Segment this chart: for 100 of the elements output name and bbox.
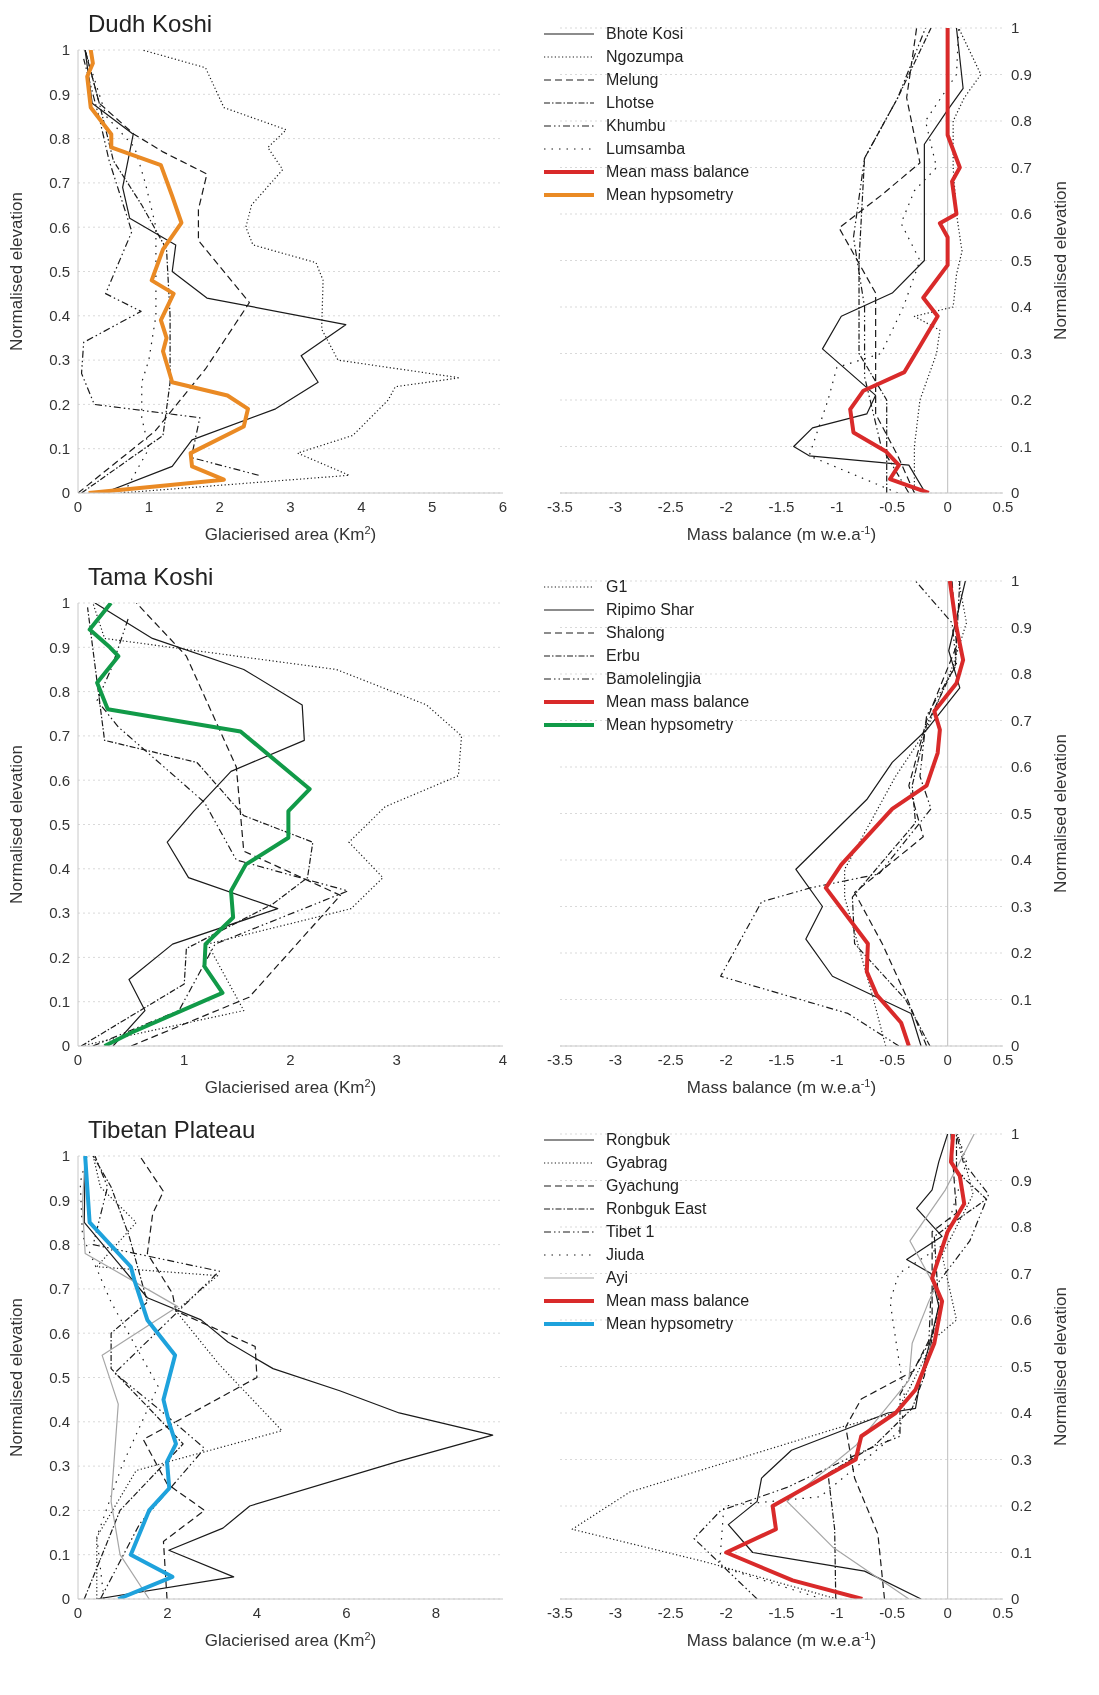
text: Mean hypsometry bbox=[606, 715, 734, 733]
legend-label: Khumbu bbox=[606, 116, 666, 135]
y2-axis-title: Normalised elevation bbox=[1051, 734, 1070, 893]
y-tick-label: 0.5 bbox=[49, 1368, 70, 1386]
y-tick-label: 0.3 bbox=[49, 351, 70, 369]
y-tick-label: 1 bbox=[61, 1147, 70, 1165]
y-tick-label: 0.8 bbox=[49, 129, 70, 147]
x-tick-label: 4 bbox=[252, 1603, 262, 1621]
x-tick-label: 4 bbox=[357, 497, 366, 515]
x-tick-label: 2 bbox=[163, 1603, 172, 1621]
y-tick-label: 0.7 bbox=[49, 174, 70, 192]
x-axis-title: Glacierised area (Km$^{2}$) bbox=[204, 1077, 377, 1097]
y2-tick-label: 0.5 bbox=[1011, 804, 1032, 822]
y-tick-label: 0.2 bbox=[49, 948, 70, 966]
y-tick-label: 0.8 bbox=[49, 1235, 70, 1253]
y-tick-label: 0.4 bbox=[49, 307, 70, 325]
y2-tick-label: 0.6 bbox=[1011, 205, 1032, 223]
x-tick-label: -1.5 bbox=[768, 497, 795, 515]
x-tick-label: -2 bbox=[719, 497, 733, 515]
y2-tick-label: 0.6 bbox=[1011, 758, 1032, 776]
legend-label: Ripimo Shar bbox=[606, 600, 695, 619]
x-tick-label: 0 bbox=[943, 497, 952, 515]
x-tick-label: 3 bbox=[392, 1050, 401, 1068]
x-tick-label: -1 bbox=[830, 497, 844, 515]
y2-tick-label: 0 bbox=[1011, 1590, 1020, 1608]
y2-tick-label: 0.4 bbox=[1011, 1404, 1032, 1422]
y-tick-label: 0 bbox=[61, 1037, 70, 1055]
y2-tick-label: 0.2 bbox=[1011, 1497, 1032, 1515]
x-tick-label: -3 bbox=[608, 1603, 623, 1621]
y-tick-label: 0.9 bbox=[49, 1191, 70, 1209]
legend-label: Erbu bbox=[606, 646, 640, 665]
x-tick-label: -1.5 bbox=[768, 1603, 795, 1621]
y2-tick-label: 0.4 bbox=[1011, 851, 1032, 869]
legend-label: Tibet 1 bbox=[606, 1222, 655, 1241]
y2-tick-label: 0.8 bbox=[1011, 1218, 1032, 1236]
y2-tick-label: 0.4 bbox=[1011, 298, 1032, 316]
y2-tick-label: 0.3 bbox=[1011, 1450, 1032, 1468]
y-tick-label: 0.9 bbox=[49, 85, 70, 103]
y2-tick-label: 0.2 bbox=[1011, 391, 1032, 409]
x-tick-label: 0.5 bbox=[992, 497, 1014, 515]
y-tick-label: 0.3 bbox=[49, 1457, 70, 1475]
y-tick-label: 1 bbox=[61, 594, 70, 612]
y2-tick-label: 0.3 bbox=[1011, 897, 1032, 915]
x-tick-label: -1 bbox=[830, 1603, 844, 1621]
y2-tick-label: 1 bbox=[1011, 1125, 1020, 1143]
x-tick-label: -0.5 bbox=[879, 1050, 906, 1068]
x-tick-label: 2 bbox=[286, 1050, 295, 1068]
legend-label: Shalong bbox=[606, 623, 665, 642]
x-tick-label: -3.5 bbox=[547, 497, 573, 515]
y2-tick-label: 0.7 bbox=[1011, 1264, 1032, 1282]
x-tick-label: -1.5 bbox=[768, 1050, 795, 1068]
y2-tick-label: 0 bbox=[1011, 484, 1020, 502]
x-tick-label: -2.5 bbox=[657, 497, 684, 515]
x-tick-label: 8 bbox=[431, 1603, 441, 1621]
y2-tick-label: 0.9 bbox=[1011, 618, 1032, 636]
x-tick-label: -0.5 bbox=[879, 1603, 906, 1621]
y2-tick-label: 0.8 bbox=[1011, 665, 1032, 683]
y-tick-label: 0.5 bbox=[49, 815, 70, 833]
x-tick-label: 2 bbox=[215, 497, 224, 515]
y2-tick-label: 0.9 bbox=[1011, 1171, 1032, 1189]
x-tick-label: -0.5 bbox=[879, 497, 906, 515]
y-tick-label: 0.8 bbox=[49, 682, 70, 700]
y-tick-label: 0.6 bbox=[49, 1324, 70, 1342]
x-tick-label: 0.5 bbox=[992, 1050, 1014, 1068]
x-tick-label: 0 bbox=[73, 1603, 83, 1621]
y2-tick-label: 0.8 bbox=[1011, 112, 1032, 130]
legend-label: Ronbguk East bbox=[606, 1199, 707, 1218]
y2-tick-label: 0.1 bbox=[1011, 990, 1032, 1008]
legend-label: Rongbuk bbox=[606, 1130, 671, 1149]
x-tick-label: -2 bbox=[719, 1050, 733, 1068]
x-tick-label: -2 bbox=[719, 1603, 733, 1621]
y-tick-label: 0.1 bbox=[49, 1546, 70, 1564]
y2-tick-label: 0.3 bbox=[1011, 344, 1032, 362]
y2-tick-label: 1 bbox=[1011, 19, 1020, 37]
y2-tick-label: 0 bbox=[1011, 1037, 1020, 1055]
y2-tick-label: 0.5 bbox=[1011, 1357, 1032, 1375]
x-tick-label: 3 bbox=[286, 497, 295, 515]
x-tick-label: 6 bbox=[342, 1603, 351, 1621]
y2-tick-label: 0.1 bbox=[1011, 437, 1032, 455]
x-tick-label: 0 bbox=[943, 1603, 952, 1621]
legend-label: Mean mass balance bbox=[606, 692, 750, 711]
chart-title: Dudh Koshi bbox=[88, 10, 213, 38]
x-tick-label: 0 bbox=[73, 1050, 83, 1068]
y-tick-label: 0.2 bbox=[49, 1501, 70, 1519]
x-tick-label: 1 bbox=[180, 1050, 189, 1068]
legend-label: Mean mass balance bbox=[606, 1291, 750, 1310]
x-tick-label: -1 bbox=[830, 1050, 844, 1068]
x-tick-label: -2.5 bbox=[657, 1603, 684, 1621]
x-tick-label: 4 bbox=[498, 1050, 508, 1068]
y2-tick-label: 0.2 bbox=[1011, 944, 1032, 962]
x-tick-label: 0 bbox=[943, 1050, 952, 1068]
x-tick-label: -3.5 bbox=[547, 1050, 573, 1068]
legend-label: Ayi bbox=[606, 1268, 628, 1287]
text: Mean hypsometry bbox=[606, 1314, 734, 1332]
legend-label: Bhote Kosi bbox=[606, 24, 684, 43]
y-axis-title: Normalised elevation bbox=[7, 745, 26, 904]
x-tick-label: -3.5 bbox=[547, 1603, 573, 1621]
y-axis-title: Normalised elevation bbox=[7, 192, 26, 351]
y2-tick-label: 1 bbox=[1011, 572, 1020, 590]
x-tick-label: -3 bbox=[608, 1050, 623, 1068]
